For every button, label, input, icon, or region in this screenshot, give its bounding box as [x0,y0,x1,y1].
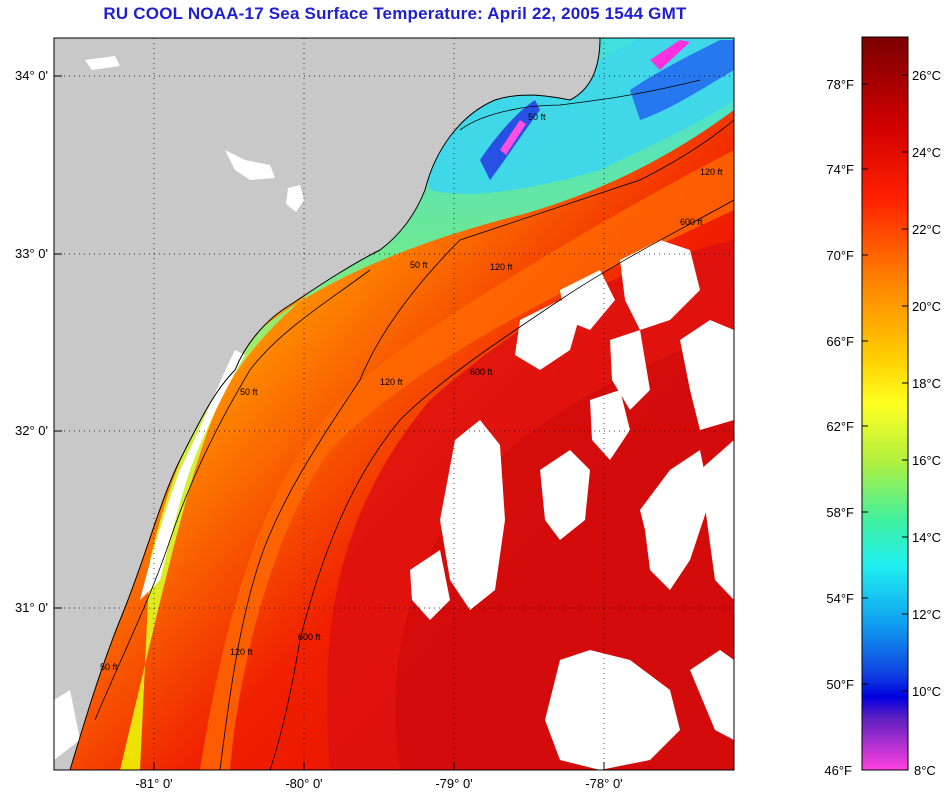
colorbar-f-label: 58°F [826,505,854,520]
contour-label: 50 ft [410,260,428,270]
contour-120ft [459,119,734,241]
colorbar-c-label: 18°C [912,376,941,391]
colorbar-c-label: 12°C [912,607,941,622]
colorbar-c-label: 14°C [912,530,941,545]
contour-label: 120 ft [700,167,723,177]
colorbar-f-label: 46°F [824,763,852,778]
colorbar-f-label: 78°F [826,77,854,92]
colorbar-c-label: 26°C [912,68,941,83]
colorbar-f-label: 66°F [826,334,854,349]
contour-label: 50 ft [528,112,546,122]
contour-label: 120 ft [230,647,253,657]
map-grid [54,38,734,770]
colorbar-c-label: 24°C [912,145,941,160]
lon-label: -81° 0' [135,776,172,791]
colorbar-c-label: 16°C [912,453,941,468]
lon-label: -78° 0' [585,776,622,791]
contour-50ft [459,79,701,131]
colorbar-f-label: 70°F [826,248,854,263]
colorbar [861,36,909,771]
contour-label: 600 ft [470,367,493,377]
colorbar-c-label: 8°C [914,763,936,778]
contour-label: 600 ft [298,632,321,642]
colorbar-f-label: 50°F [826,677,854,692]
colorbar-c-label: 20°C [912,299,941,314]
lat-label: 34° 0' [15,68,48,83]
lon-label: -80° 0' [285,776,322,791]
lat-label: 33° 0' [15,246,48,261]
colorbar-f-label: 54°F [826,591,854,606]
contour-label: 50 ft [100,662,118,672]
cloud-cover [410,240,734,770]
lat-label: 31° 0' [15,600,48,615]
lat-label: 32° 0' [15,423,48,438]
colorbar-f-label: 74°F [826,162,854,177]
colorbar-f-label: 62°F [826,419,854,434]
map-title: RU COOL NOAA-17 Sea Surface Temperature:… [103,4,687,23]
land-area [54,38,600,770]
contour-600ft [269,199,734,770]
contour-label: 120 ft [490,262,513,272]
contour-label: 120 ft [380,377,403,387]
colorbar-c-label: 22°C [912,222,941,237]
contour-label: 600 ft [680,217,703,227]
coastline [69,38,601,770]
lon-label: -79° 0' [435,776,472,791]
colorbar-c-label: 10°C [912,684,941,699]
map-frame [53,37,735,771]
contour-label: 50 ft [240,387,258,397]
